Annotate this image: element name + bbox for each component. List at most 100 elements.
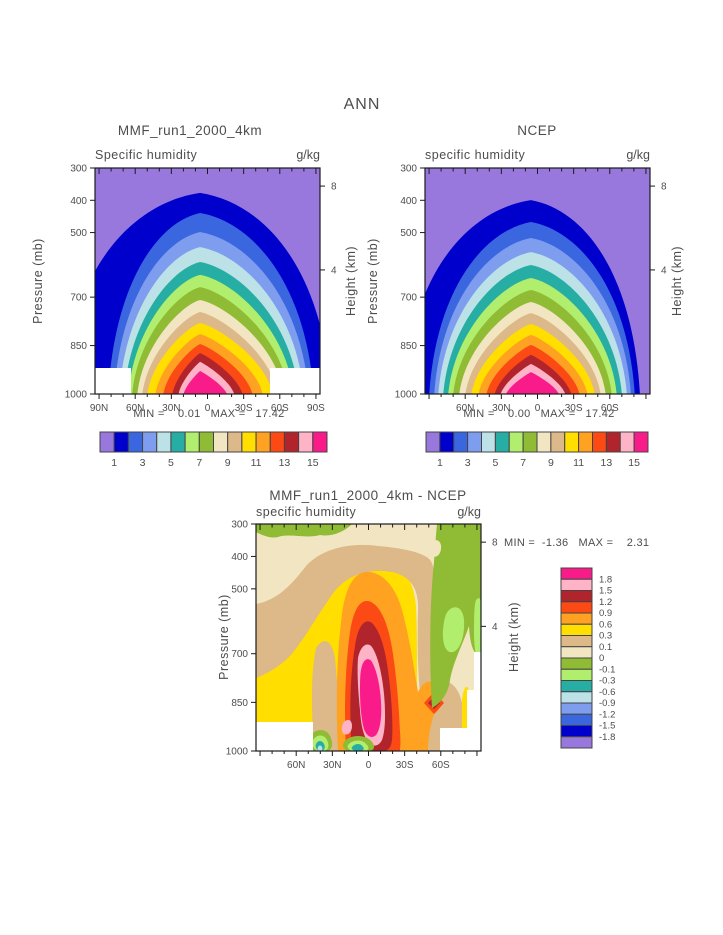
svg-text:-1.5: -1.5 (599, 721, 615, 732)
svg-text:-0.3: -0.3 (599, 676, 615, 687)
panel2-title: NCEP (517, 123, 557, 138)
panel2-height-axis-label: Height (km) (669, 245, 684, 317)
ncep-xtick: 0 (535, 403, 541, 414)
panel1-height-axis-label: Height (km) (343, 245, 358, 317)
svg-text:15: 15 (628, 457, 640, 469)
svg-text:-1.8: -1.8 (599, 732, 615, 743)
ncep-axes (420, 167, 655, 399)
svg-text:0.9: 0.9 (599, 608, 612, 619)
svg-text:-0.6: -0.6 (599, 687, 615, 698)
ncep-xtick: 60N (456, 403, 474, 414)
ncep-ytick: 400 (400, 196, 417, 207)
svg-text:7: 7 (196, 457, 202, 469)
ncep-xtick: 30N (492, 403, 510, 414)
svg-text:1.5: 1.5 (599, 586, 612, 597)
diff-ytick: 700 (231, 649, 248, 660)
panel2-pressure-axis-label: Pressure (mb) (365, 238, 380, 324)
ncep-contour-field (425, 168, 650, 394)
panel3-height-axis-label: Height (km) (506, 601, 521, 673)
svg-text:7: 7 (520, 457, 526, 469)
mmf-ytick: 850 (70, 341, 87, 352)
panel1-title: MMF_run1_2000_4km (117, 123, 263, 138)
diff-ytick: 300 (231, 520, 248, 531)
mmf-ytick: 500 (70, 228, 87, 239)
svg-text:3: 3 (465, 457, 471, 469)
mmf-heighttick: 4 (331, 265, 337, 276)
mmf-heighttick: 8 (331, 182, 337, 193)
mmf-ytick: 400 (70, 196, 87, 207)
svg-text:11: 11 (251, 457, 262, 469)
svg-text:-0.1: -0.1 (599, 664, 615, 675)
mmf-contour-field (95, 168, 320, 394)
svg-text:0: 0 (599, 653, 604, 664)
svg-text:15: 15 (307, 457, 319, 469)
svg-text:1: 1 (437, 457, 443, 469)
panel2-subtitle: specific humidity (425, 148, 526, 162)
diff-axes (251, 523, 486, 756)
panel3-units-label: g/kg (457, 505, 481, 519)
diff-xtick: 60S (432, 760, 450, 771)
figure-title: ANN (343, 96, 381, 113)
mmf-xtick: 90S (307, 403, 325, 414)
ncep-ytick: 500 (400, 228, 417, 239)
ncep-ytick: 850 (400, 341, 417, 352)
panel1-minmax: MIN = 0.01 MAX = 17.42 (133, 408, 285, 420)
diff-xtick: 30S (396, 760, 414, 771)
svg-text:-0.9: -0.9 (599, 698, 615, 709)
mmf-xtick: 30N (162, 403, 180, 414)
diff-xtick: 30N (323, 760, 341, 771)
mmf-xtick: 0 (205, 403, 211, 414)
mmf-ytick: 1000 (65, 390, 88, 401)
svg-text:13: 13 (601, 457, 613, 469)
ncep-ytick: 1000 (395, 390, 418, 401)
svg-text:1: 1 (111, 457, 117, 469)
svg-text:9: 9 (548, 457, 554, 469)
diff-contour-field (256, 524, 481, 751)
panel1-pressure-axis-label: Pressure (mb) (30, 238, 45, 324)
mmf-ytick: 300 (70, 164, 87, 175)
svg-text:13: 13 (279, 457, 291, 469)
svg-text:0.6: 0.6 (599, 619, 612, 630)
mmf-ytick: 700 (70, 293, 87, 304)
svg-text:1.8: 1.8 (599, 574, 612, 585)
svg-text:1.2: 1.2 (599, 597, 612, 608)
diff-ytick: 500 (231, 584, 248, 595)
panel3-title: MMF_run1_2000_4km - NCEP (269, 488, 467, 503)
svg-text:11: 11 (573, 457, 584, 469)
panel1-units-label: g/kg (296, 148, 320, 162)
svg-text:9: 9 (225, 457, 231, 469)
panel3-subtitle: specific humidity (256, 505, 357, 519)
colorbar-horizontal-2: 1 3 5 7 9 11 13 15 (425, 431, 649, 469)
panel3-pressure-axis-label: Pressure (mb) (216, 594, 231, 680)
colorbar-horizontal-1: 1 3 5 7 9 11 13 15 (99, 431, 328, 469)
diff-xtick: 60N (287, 760, 305, 771)
ncep-xtick: 60S (601, 403, 619, 414)
panel2-minmax: MIN = 0.00 MAX = 17.42 (463, 408, 615, 420)
mmf-xtick: 90N (90, 403, 108, 414)
diff-xtick: 0 (366, 760, 372, 771)
diff-heighttick: 8 (492, 538, 498, 549)
colorbar-vertical-diff: 1.81.51.20.90.60.30.10-0.1-0.3-0.6-0.9-1… (560, 567, 615, 749)
panel3-minmax: MIN = -1.36 MAX = 2.31 (504, 537, 650, 549)
ncep-xtick: 30S (565, 403, 583, 414)
diff-ytick: 850 (231, 698, 248, 709)
mmf-axes (90, 167, 325, 399)
svg-text:5: 5 (168, 457, 174, 469)
svg-text:5: 5 (492, 457, 498, 469)
mmf-xtick: 60N (126, 403, 144, 414)
panel1-subtitle: Specific humidity (95, 148, 198, 162)
mmf-xtick: 60S (271, 403, 289, 414)
svg-text:3: 3 (140, 457, 146, 469)
svg-text:-1.2: -1.2 (599, 709, 615, 720)
diff-heighttick: 4 (492, 622, 498, 633)
svg-text:0.3: 0.3 (599, 631, 612, 642)
mmf-xtick: 30S (235, 403, 253, 414)
ncep-ytick: 300 (400, 164, 417, 175)
diff-ytick: 400 (231, 552, 248, 563)
svg-text:0.1: 0.1 (599, 642, 612, 653)
ncep-ytick: 700 (400, 293, 417, 304)
ncep-heighttick: 4 (661, 265, 667, 276)
diff-ytick: 1000 (226, 747, 249, 758)
